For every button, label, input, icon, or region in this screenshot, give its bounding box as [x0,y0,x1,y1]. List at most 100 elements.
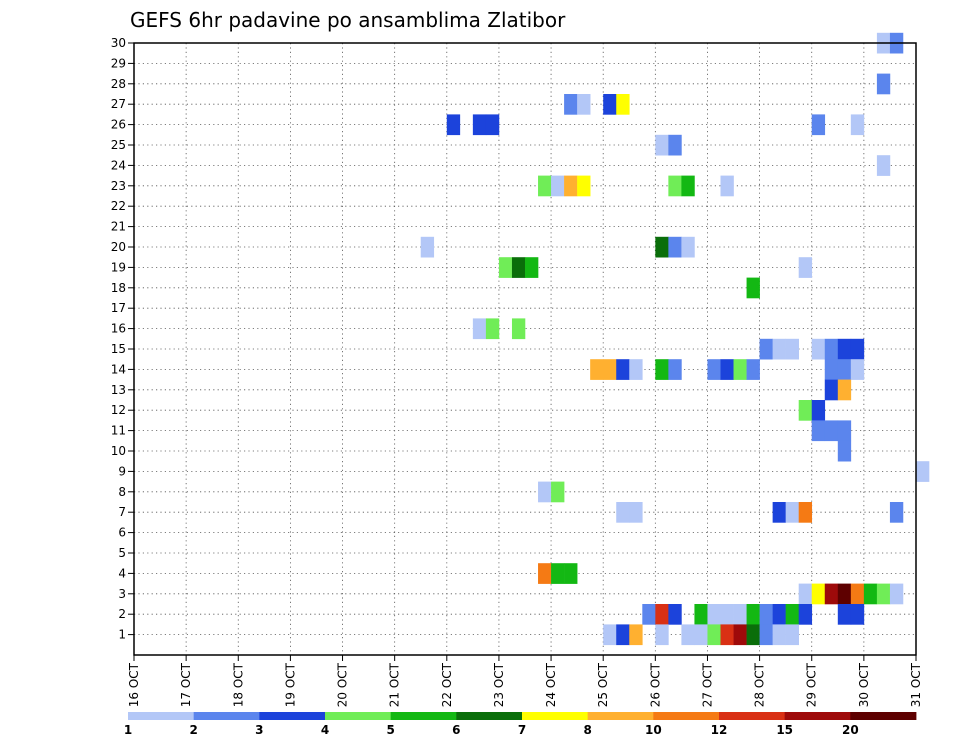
heatmap-cell [837,338,852,360]
heatmap-cell [811,420,826,442]
colorbar-swatch [390,712,457,720]
heatmap-cell [850,583,865,605]
heatmap-cell [733,624,747,646]
y-tick-label: 21 [111,220,126,234]
heatmap-cell [668,604,682,625]
heatmap-cell [876,73,891,95]
chart-title: GEFS 6hr padavine po ansamblima Zlatibor [130,8,566,32]
heatmap-cell [681,236,695,258]
heatmap-cell [629,624,643,646]
heatmap-cell [472,318,487,340]
x-tick-label: 17 OCT [179,662,193,707]
heatmap-cell [837,420,852,442]
colorbar-label: 10 [645,723,662,737]
heatmap-cell [850,114,865,136]
x-tick-label: 22 OCT [440,662,454,707]
colorbar-swatch [325,712,392,720]
heatmap-cell [759,338,773,360]
y-tick-label: 5 [118,546,126,560]
colorbar-swatch [587,712,654,720]
x-tick-label: 20 OCT [336,662,350,707]
heatmap-cell [420,236,435,258]
heatmap-cell [642,604,656,625]
y-tick-label: 7 [118,505,126,519]
heatmap-cell [720,359,734,380]
heatmap-cell [863,583,878,605]
heatmap-cell [720,175,734,197]
x-tick-label: 16 OCT [127,662,141,707]
y-tick-label: 27 [111,97,126,111]
colorbar-label: 3 [255,723,263,737]
y-tick-label: 13 [111,383,126,397]
y-tick-label: 20 [111,240,126,254]
heatmap-cell [511,318,526,340]
heatmap-cell [511,257,526,278]
y-tick-label: 6 [118,526,126,540]
y-tick-label: 19 [111,260,126,274]
heatmap-cell [837,440,852,462]
heatmap-cell [785,604,799,625]
y-tick-label: 26 [111,118,126,132]
y-axis: 1234567891011121314151617181920212223242… [111,36,134,642]
y-tick-label: 28 [111,77,126,91]
heatmap-cell [603,359,617,380]
heatmap-cell [564,563,578,584]
heatmap-cell [655,604,669,625]
colorbar-swatch [259,712,326,720]
heatmap-cell [538,481,552,503]
heatmap-cell [772,338,786,360]
heatmap-cell [655,236,669,258]
heatmap-cell [681,175,695,197]
x-tick-label: 28 OCT [753,662,767,707]
heatmap-cell [616,94,630,115]
heatmap-cell [798,583,813,605]
colorbar-label: 15 [776,723,793,737]
heatmap-cell [590,359,604,380]
heatmap-cell [798,257,813,278]
y-tick-label: 22 [111,199,126,213]
heatmap-cell [746,277,760,299]
colorbar-label: 5 [386,723,394,737]
heatmap-cell [681,624,695,646]
heatmap-cell [707,624,721,646]
heatmap-cell [485,114,500,136]
colorbar-label: 6 [452,723,460,737]
colorbar-label: 20 [842,723,859,737]
y-tick-label: 25 [111,138,126,152]
heatmap-cell [577,94,591,115]
heatmap-cells [420,32,930,646]
heatmap-cell [720,604,734,625]
heatmap-cell [772,502,786,523]
x-tick-label: 30 OCT [857,662,871,707]
colorbar-label: 2 [189,723,197,737]
y-tick-label: 15 [111,342,126,356]
heatmap-cell [876,155,891,176]
heatmap-cell [629,502,643,523]
heatmap-cell [668,359,682,380]
heatmap-cell [603,624,617,646]
heatmap-cell [850,338,865,360]
heatmap-cell [472,114,487,136]
heatmap-cell [603,94,617,115]
heatmap-cell [694,624,708,646]
heatmap-cell [837,359,852,380]
heatmap-cell [889,583,904,605]
heatmap-cell [824,338,839,360]
heatmap-cell [824,359,839,380]
y-tick-label: 10 [111,444,126,458]
y-tick-label: 9 [118,464,126,478]
x-tick-label: 27 OCT [700,662,714,707]
colorbar-swatch [850,712,917,720]
heatmap-cell [824,379,839,401]
y-tick-label: 18 [111,281,126,295]
heatmap-cell [733,359,747,380]
y-tick-label: 12 [111,403,126,417]
x-tick-label: 25 OCT [596,662,610,707]
heatmap-cell [772,604,786,625]
heatmap-cell [811,114,826,136]
heatmap-cell [655,359,669,380]
heatmap-cell [551,175,565,197]
colorbar-swatch [719,712,786,720]
heatmap-cell [655,624,669,646]
heatmap-cell [564,175,578,197]
